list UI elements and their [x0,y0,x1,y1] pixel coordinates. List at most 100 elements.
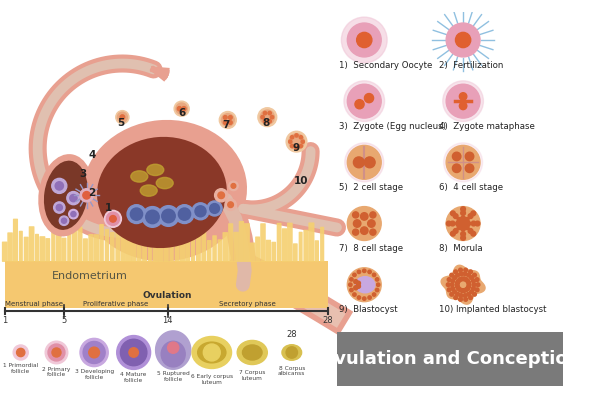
Text: 5: 5 [61,316,67,325]
Circle shape [223,121,227,124]
FancyBboxPatch shape [67,220,71,262]
FancyBboxPatch shape [233,232,239,262]
Circle shape [80,189,93,202]
Circle shape [465,152,474,161]
FancyBboxPatch shape [308,222,314,262]
Text: 8)  Morula: 8) Morula [439,244,482,253]
FancyBboxPatch shape [239,221,244,262]
Circle shape [129,348,139,357]
Circle shape [460,277,464,281]
Circle shape [453,214,458,218]
Circle shape [80,338,108,367]
Circle shape [373,273,376,276]
FancyBboxPatch shape [228,223,233,262]
Circle shape [457,279,460,283]
Text: 28: 28 [322,316,333,325]
Circle shape [221,114,234,126]
Circle shape [354,286,358,290]
Circle shape [460,289,464,292]
Circle shape [460,294,463,298]
FancyBboxPatch shape [191,222,195,262]
Text: 2)  Fertilization: 2) Fertilization [439,61,503,70]
Circle shape [451,231,455,236]
Circle shape [472,283,476,286]
Circle shape [460,272,463,276]
FancyBboxPatch shape [271,242,276,262]
Circle shape [443,143,482,182]
FancyBboxPatch shape [77,226,83,262]
Circle shape [376,283,380,286]
Circle shape [353,212,359,218]
Circle shape [450,292,454,296]
Circle shape [45,341,68,364]
FancyBboxPatch shape [277,223,281,262]
Circle shape [347,206,381,240]
Circle shape [368,220,375,227]
Ellipse shape [140,185,157,196]
Circle shape [118,112,127,122]
FancyBboxPatch shape [201,225,206,262]
Ellipse shape [161,341,185,367]
Circle shape [177,106,182,111]
Circle shape [220,112,236,128]
FancyBboxPatch shape [223,232,228,262]
Circle shape [447,288,451,292]
Circle shape [203,344,220,361]
Circle shape [462,289,466,292]
Circle shape [446,23,480,57]
Circle shape [286,347,298,358]
Text: 7: 7 [222,120,230,130]
Circle shape [106,212,119,226]
Circle shape [229,121,232,124]
FancyBboxPatch shape [163,219,169,262]
Circle shape [261,116,265,119]
Circle shape [370,229,376,235]
Circle shape [466,287,470,290]
Text: 5 Ruptured
follicle: 5 Ruptured follicle [157,371,190,382]
Circle shape [461,216,466,221]
Circle shape [290,144,294,148]
Circle shape [464,288,468,292]
Circle shape [120,115,125,120]
Text: 1: 1 [104,202,112,212]
Circle shape [350,278,353,281]
Circle shape [146,210,159,224]
Circle shape [368,296,371,299]
Text: Menstrual phase: Menstrual phase [5,301,64,307]
Circle shape [471,211,476,216]
Circle shape [461,232,466,236]
Polygon shape [441,265,485,304]
Circle shape [464,298,467,301]
FancyBboxPatch shape [61,238,67,262]
Circle shape [463,294,467,298]
Circle shape [446,221,451,226]
Circle shape [162,209,175,223]
Circle shape [83,192,91,199]
Circle shape [466,221,470,226]
Circle shape [461,221,466,226]
Circle shape [295,146,298,150]
FancyBboxPatch shape [152,241,158,262]
Circle shape [89,347,100,358]
Circle shape [356,32,372,48]
Circle shape [258,108,277,126]
Text: 3)  Zygote (Egg nucleus): 3) Zygote (Egg nucleus) [339,122,446,131]
Text: 4 Mature
follicle: 4 Mature follicle [121,372,147,383]
Circle shape [464,225,469,230]
Text: 8: 8 [263,118,270,128]
Circle shape [48,344,65,361]
Circle shape [350,288,353,292]
FancyBboxPatch shape [304,230,308,262]
FancyBboxPatch shape [7,232,13,262]
Circle shape [71,212,76,217]
Circle shape [446,206,480,240]
FancyBboxPatch shape [125,233,131,262]
Circle shape [476,283,480,286]
Circle shape [56,204,62,211]
FancyBboxPatch shape [169,242,174,262]
Circle shape [268,111,271,115]
Text: 4)  Zygote mataphase: 4) Zygote mataphase [439,122,535,131]
Polygon shape [155,331,191,369]
Circle shape [453,228,458,233]
Circle shape [104,210,121,227]
